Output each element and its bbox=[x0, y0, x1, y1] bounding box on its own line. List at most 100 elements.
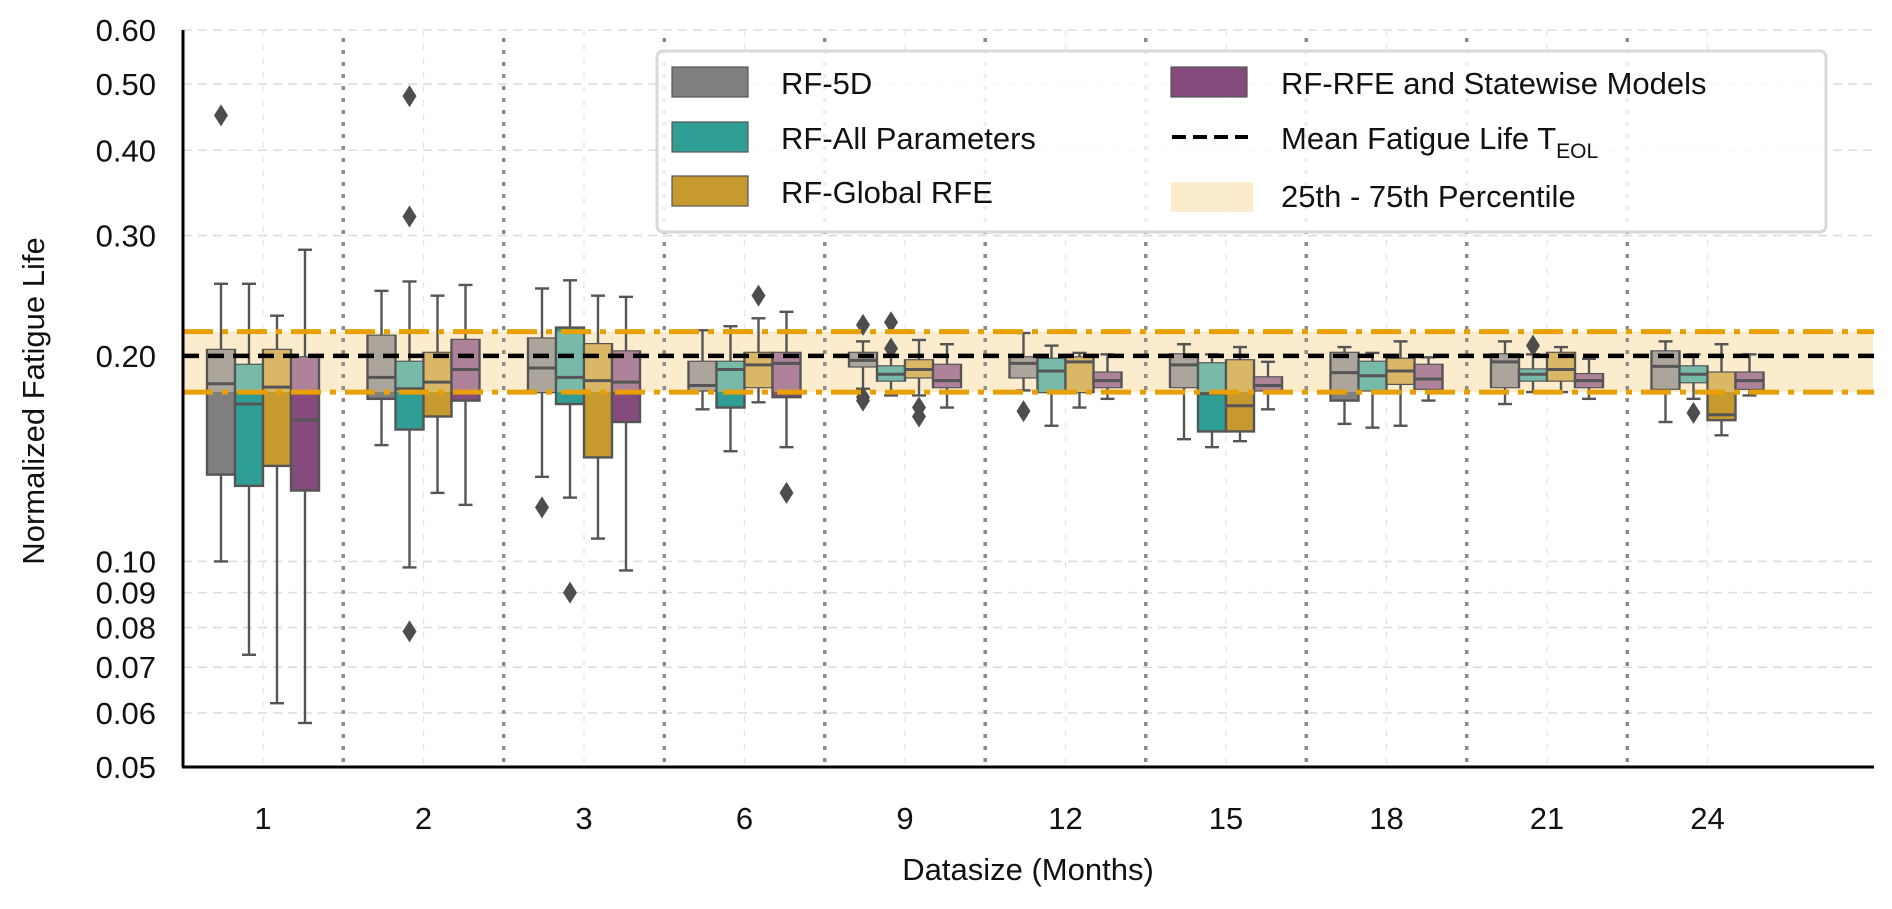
box-band-overlap bbox=[396, 361, 423, 393]
box-band-overlap bbox=[452, 339, 479, 393]
legend-swatch-rf-rfe-statewise bbox=[1170, 66, 1248, 98]
box-band-overlap bbox=[557, 331, 583, 393]
outlier-marker bbox=[563, 581, 577, 604]
x-tick-label: 24 bbox=[1690, 801, 1724, 836]
y-tick-label: 0.08 bbox=[96, 611, 156, 646]
box-rf-rfe-and-statewise-models-12 bbox=[1092, 353, 1123, 401]
box-band-overlap bbox=[368, 335, 395, 393]
box-band-overlap bbox=[1227, 360, 1253, 393]
box-rf-global-rfe-15 bbox=[1224, 345, 1256, 443]
outlier-marker bbox=[884, 311, 898, 334]
box-rf-all-parameters-15 bbox=[1196, 353, 1228, 449]
outlier-marker bbox=[1526, 334, 1540, 357]
legend: RF-5D RF-All Parameters RF-Global RFE RF… bbox=[655, 49, 1828, 234]
box-band-overlap bbox=[1492, 354, 1518, 388]
box-rf-rfe-and-statewise-models-2 bbox=[450, 283, 481, 507]
box-band-overlap bbox=[745, 352, 772, 388]
legend-frame bbox=[655, 49, 1828, 234]
box-band-overlap bbox=[613, 351, 639, 393]
box-band-overlap bbox=[1255, 377, 1281, 391]
legend-item-mean-fatigue-life: Mean Fatigue Life TEOL bbox=[1172, 121, 1598, 163]
box-rf-all-parameters-12 bbox=[1036, 344, 1067, 427]
y-tick-label: 0.50 bbox=[96, 67, 156, 102]
box-rf-5d-6 bbox=[687, 329, 718, 411]
box-rf-global-rfe-2 bbox=[422, 294, 453, 495]
box-rf-global-rfe-24 bbox=[1706, 343, 1737, 437]
axes bbox=[181, 30, 1874, 769]
box-rf-5d-2 bbox=[366, 289, 397, 447]
x-tick-label: 15 bbox=[1209, 801, 1243, 836]
box-rf-global-rfe-3 bbox=[582, 294, 614, 540]
y-tick-label: 0.09 bbox=[96, 576, 156, 611]
box-rf-rfe-and-statewise-models-3 bbox=[610, 295, 642, 572]
y-axis-label: Normalized Fatigue Life bbox=[16, 237, 51, 564]
legend-item-rf-all-parameters: RF-All Parameters bbox=[671, 121, 1036, 156]
box-band-overlap bbox=[585, 344, 611, 393]
outlier-marker bbox=[856, 389, 870, 412]
box-band-overlap bbox=[292, 357, 318, 393]
legend-swatch-rf-all-parameters bbox=[671, 121, 749, 153]
box-rf-5d-24 bbox=[1650, 340, 1681, 424]
y-tick-label: 0.06 bbox=[96, 696, 156, 731]
legend-swatch-percentile-band bbox=[1171, 182, 1253, 212]
box-band-overlap bbox=[717, 361, 744, 393]
x-tick-label: 18 bbox=[1369, 801, 1403, 836]
outlier-marker bbox=[751, 284, 766, 307]
box-band-overlap bbox=[934, 364, 960, 388]
legend-label-rf-rfe-statewise: RF-RFE and Statewise Models bbox=[1281, 66, 1707, 101]
box-rf-5d-3 bbox=[526, 287, 558, 519]
legend-label-percentile-band: 25th - 75th Percentile bbox=[1281, 179, 1576, 214]
boxes bbox=[205, 85, 1765, 725]
box-rf-all-parameters-24 bbox=[1678, 353, 1709, 424]
x-tick-labels: 1 2 3 6 9 12 15 18 21 24 bbox=[254, 801, 1724, 836]
box-rf-global-rfe-1 bbox=[261, 314, 293, 705]
box-band-overlap bbox=[773, 352, 800, 393]
y-tick-label: 0.05 bbox=[96, 750, 156, 785]
box-rf-5d-18 bbox=[1329, 345, 1360, 426]
y-tick-label: 0.30 bbox=[96, 219, 156, 254]
legend-label-rf-all-parameters: RF-All Parameters bbox=[781, 121, 1036, 156]
y-tick-label: 0.60 bbox=[96, 13, 156, 48]
x-axis-label: Datasize (Months) bbox=[902, 852, 1154, 887]
legend-item-rf-rfe-statewise: RF-RFE and Statewise Models bbox=[1170, 66, 1707, 101]
y-tick-label: 0.07 bbox=[96, 650, 156, 685]
legend-swatch-rf-global-rfe bbox=[671, 175, 749, 207]
y-tick-labels: 0.05 0.06 0.07 0.080.090.10 0.20 0.30 0.40 0.50… bbox=[96, 13, 156, 785]
box-rf-5d-9 bbox=[847, 313, 879, 412]
outlier-marker bbox=[402, 620, 417, 643]
box-band-overlap bbox=[236, 364, 262, 393]
box-band-overlap bbox=[1415, 364, 1442, 389]
box-rf-rfe-and-statewise-models-18 bbox=[1413, 356, 1444, 402]
box-band-overlap bbox=[1010, 357, 1037, 378]
box-rf-rfe-and-statewise-models-15 bbox=[1252, 360, 1284, 411]
y-tick-label: 0.20 bbox=[96, 339, 156, 374]
box-rf-all-parameters-3 bbox=[554, 279, 586, 604]
outlier-marker bbox=[779, 481, 794, 504]
box-rf-rfe-and-statewise-models-24 bbox=[1734, 353, 1765, 397]
reference-lines bbox=[183, 329, 1874, 395]
x-tick-label: 3 bbox=[575, 801, 592, 836]
box-band-overlap bbox=[424, 352, 451, 393]
x-tick-label: 21 bbox=[1530, 801, 1564, 836]
legend-label-rf-5d: RF-5D bbox=[781, 66, 872, 101]
box-rf-rfe-and-statewise-models-1 bbox=[289, 248, 321, 725]
x-tick-label: 2 bbox=[415, 801, 432, 836]
legend-label-subscript: EOL bbox=[1556, 140, 1598, 163]
outlier-marker bbox=[1686, 401, 1701, 424]
box-band-overlap bbox=[529, 338, 555, 393]
legend-item-rf-5d: RF-5D bbox=[671, 66, 872, 101]
box-rf-global-rfe-12 bbox=[1064, 351, 1095, 409]
legend-label-rf-global-rfe: RF-Global RFE bbox=[781, 175, 993, 210]
outlier-marker bbox=[402, 85, 417, 108]
box-rf-all-parameters-6 bbox=[715, 325, 746, 453]
box-rf-all-parameters-2 bbox=[394, 85, 425, 643]
outlier-marker bbox=[214, 104, 228, 127]
box-band-overlap bbox=[1038, 358, 1065, 393]
x-tick-label: 9 bbox=[896, 801, 913, 836]
legend-label-mean-fatigue-life: Mean Fatigue Life TEOL bbox=[1281, 121, 1598, 163]
box-band-overlap bbox=[1708, 372, 1735, 393]
outlier-marker bbox=[912, 405, 926, 428]
box-rf-global-rfe-18 bbox=[1385, 340, 1416, 427]
box-rf-5d-21 bbox=[1489, 340, 1521, 406]
